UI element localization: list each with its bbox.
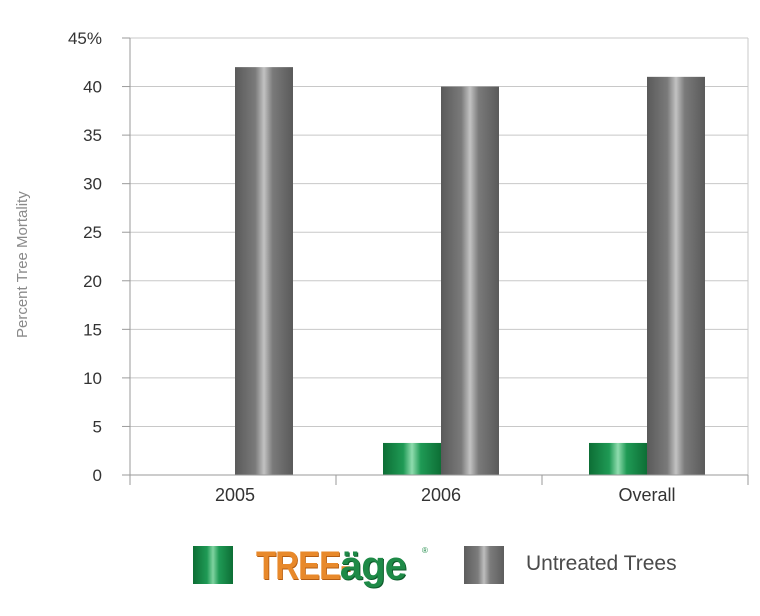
legend-swatch-treated xyxy=(193,546,233,584)
bar-treated xyxy=(383,442,441,475)
x-tick-label: 2005 xyxy=(215,485,255,505)
y-tick-label: 45% xyxy=(68,29,102,48)
bar-treated xyxy=(589,442,647,475)
legend-label-untreated: Untreated Trees xyxy=(526,552,677,575)
y-tick-label: 10 xyxy=(83,369,102,388)
gridlines xyxy=(130,37,748,476)
bar-untreated xyxy=(441,86,499,476)
y-tick-label: 20 xyxy=(83,272,102,291)
y-tick-label: 15 xyxy=(83,320,102,339)
logo-text-tree: TREE- xyxy=(256,544,351,588)
y-tick-label: 5 xyxy=(93,417,102,436)
bar-untreated xyxy=(647,76,705,475)
y-tick-label: 35 xyxy=(83,126,102,145)
y-tick-label: 40 xyxy=(83,78,102,97)
x-tick-label: 2006 xyxy=(421,485,461,505)
legend-swatch-untreated xyxy=(464,546,504,584)
bars xyxy=(235,67,705,476)
logo-text-age: äge xyxy=(340,544,407,588)
bar-chart: 0 5 10 15 20 25 30 35 40 45% 2005 2006 Overall Perce… xyxy=(14,29,749,505)
tree-age-logo: TREE- äge ® xyxy=(256,542,428,590)
y-tick-label: 30 xyxy=(83,175,102,194)
y-tick-label: 25 xyxy=(83,223,102,242)
legend: TREE- äge ® Untreated Trees xyxy=(0,540,760,590)
logo-registered-mark: ® xyxy=(422,546,428,555)
y-axis-label: Percent Tree Mortality xyxy=(14,191,31,338)
axes: 0 5 10 15 20 25 30 35 40 45% 2005 2006 Overall xyxy=(68,29,749,505)
bar-untreated xyxy=(235,67,293,475)
x-tick-label: Overall xyxy=(618,485,675,505)
y-tick-label: 0 xyxy=(93,466,102,485)
